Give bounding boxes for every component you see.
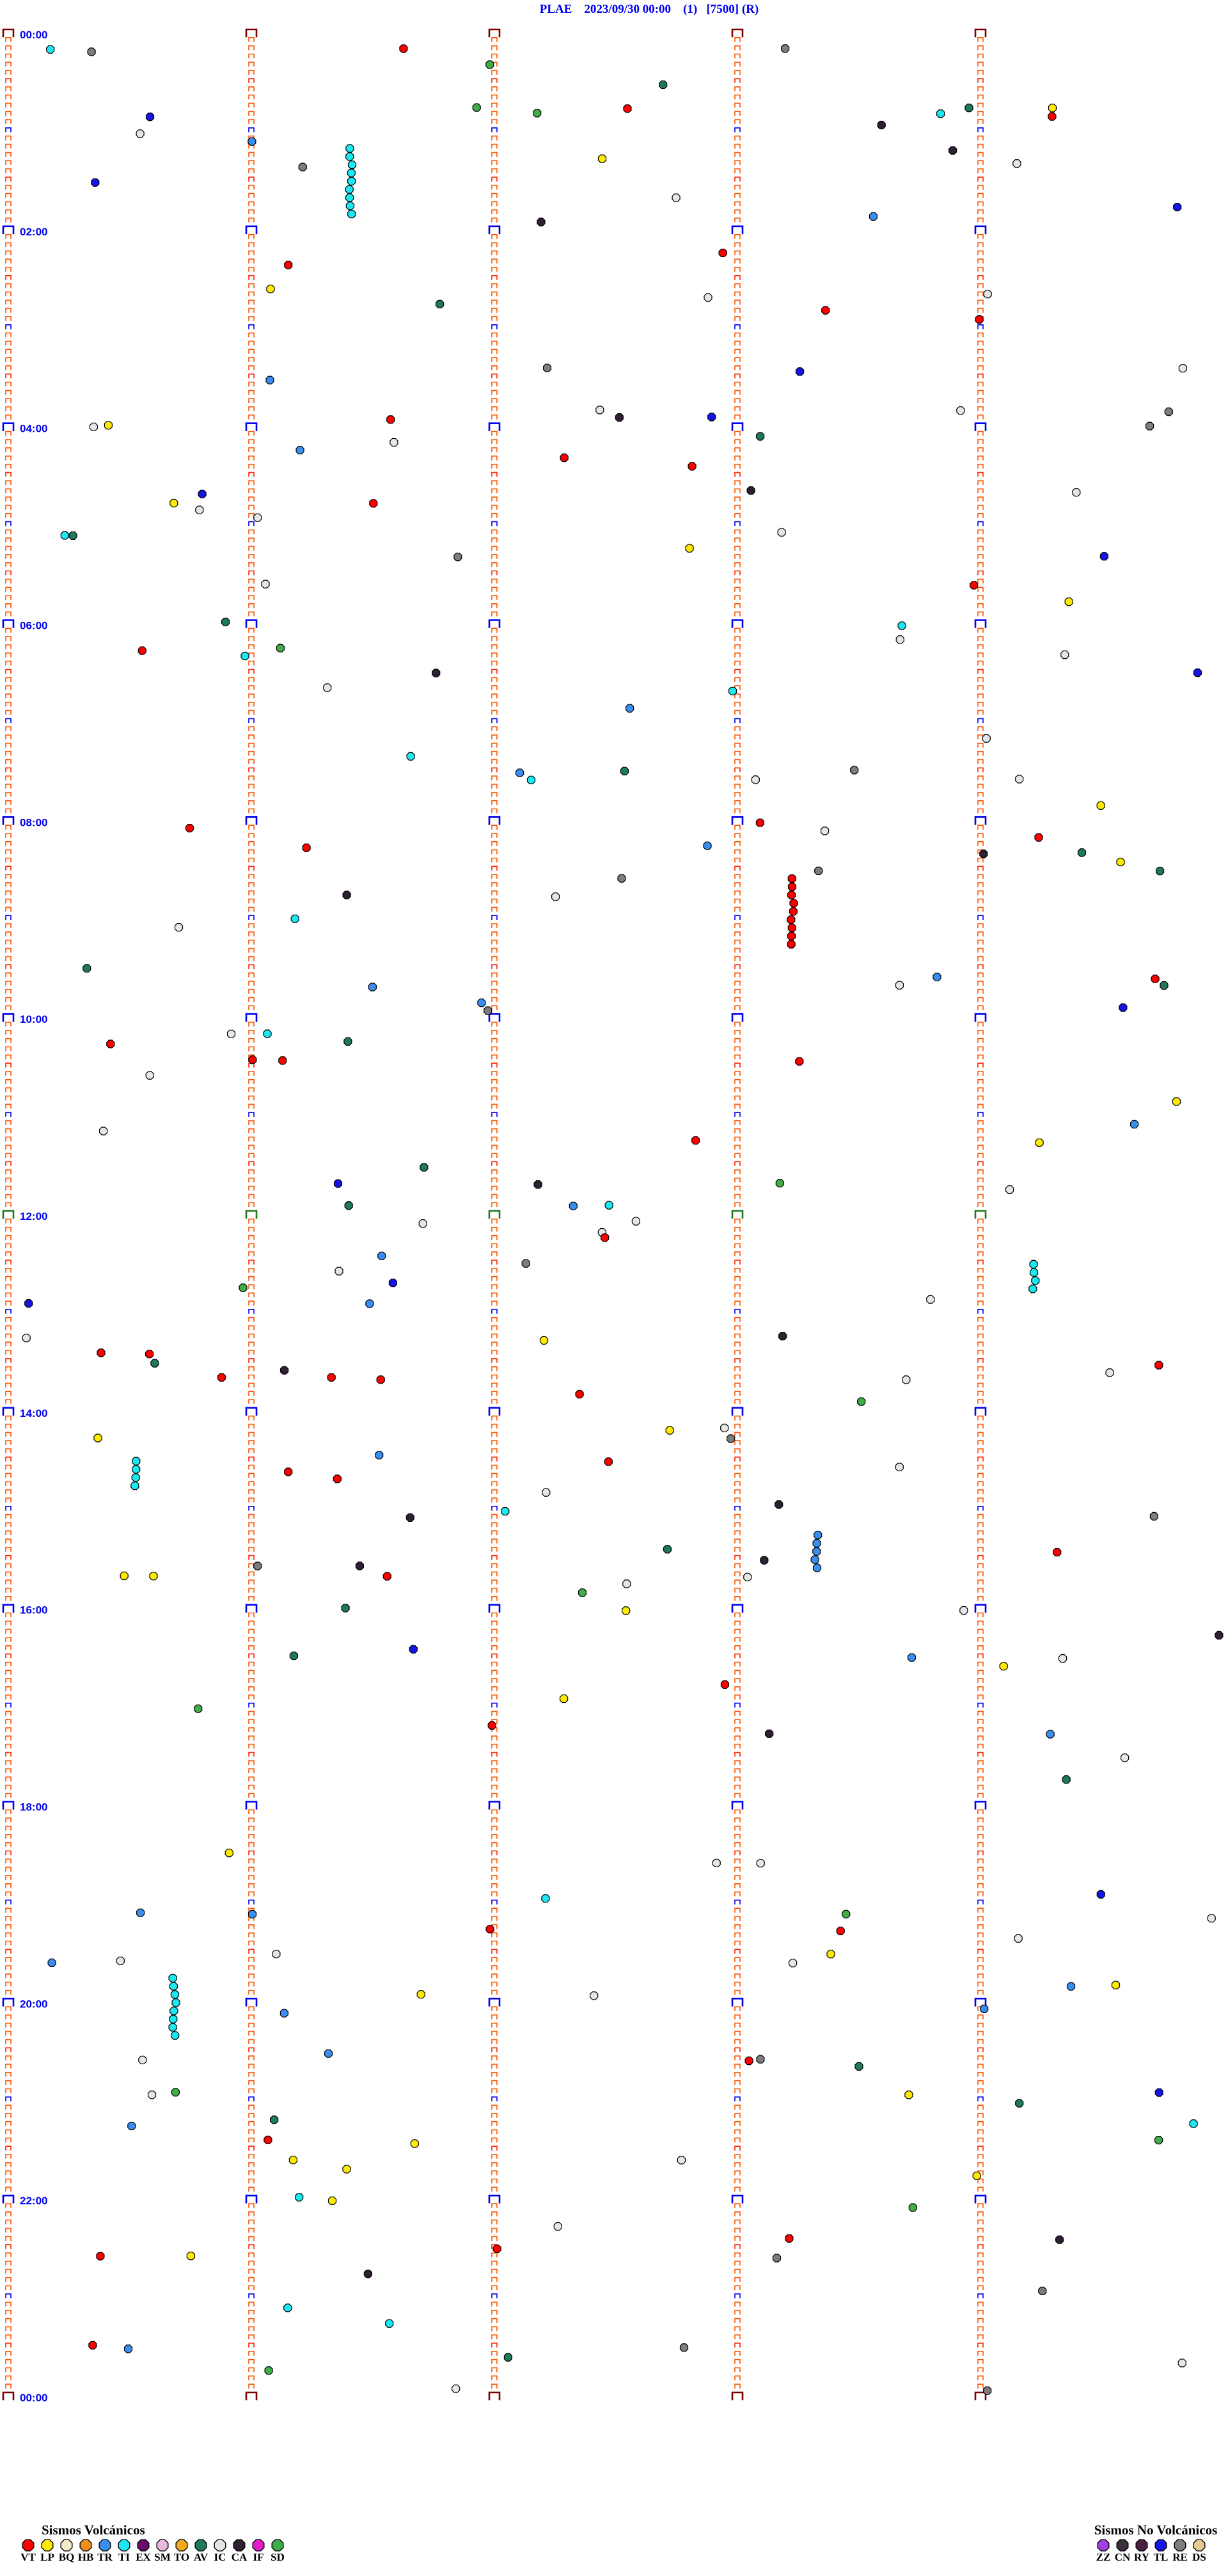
svg-text:Sismos No Volcánicos: Sismos No Volcánicos xyxy=(1094,2522,1218,2538)
svg-text:CN: CN xyxy=(1115,2551,1131,2563)
svg-text:IF: IF xyxy=(253,2551,264,2563)
svg-text:08:00: 08:00 xyxy=(20,816,47,828)
svg-text:00:00: 00:00 xyxy=(20,29,47,41)
svg-text:CA: CA xyxy=(232,2551,248,2563)
svg-text:AV: AV xyxy=(194,2551,209,2563)
svg-text:TR: TR xyxy=(97,2551,113,2563)
svg-text:00:00: 00:00 xyxy=(20,2392,47,2404)
svg-text:20:00: 20:00 xyxy=(20,1998,47,2010)
svg-text:SD: SD xyxy=(271,2551,285,2563)
svg-text:RE: RE xyxy=(1172,2551,1188,2563)
svg-text:LP: LP xyxy=(40,2551,54,2563)
svg-text:04:00: 04:00 xyxy=(20,423,47,435)
svg-text:18:00: 18:00 xyxy=(20,1801,47,1813)
svg-text:12:00: 12:00 xyxy=(20,1210,47,1222)
svg-text:16:00: 16:00 xyxy=(20,1604,47,1616)
svg-text:TI: TI xyxy=(118,2551,130,2563)
svg-text:TL: TL xyxy=(1154,2551,1169,2563)
svg-text:TO: TO xyxy=(174,2551,189,2563)
svg-text:EX: EX xyxy=(136,2551,151,2563)
svg-text:SM: SM xyxy=(154,2551,171,2563)
svg-text:BQ: BQ xyxy=(59,2551,75,2563)
svg-text:14:00: 14:00 xyxy=(20,1407,47,1419)
svg-text:DS: DS xyxy=(1192,2551,1206,2563)
svg-text:22:00: 22:00 xyxy=(20,2195,47,2207)
svg-text:VT: VT xyxy=(20,2551,36,2563)
svg-text:ZZ: ZZ xyxy=(1096,2551,1111,2563)
svg-text:HB: HB xyxy=(78,2551,94,2563)
svg-text:10:00: 10:00 xyxy=(20,1013,47,1025)
svg-text:IC: IC xyxy=(214,2551,226,2563)
svg-text:Sismos Volcánicos: Sismos Volcánicos xyxy=(42,2522,145,2538)
svg-text:06:00: 06:00 xyxy=(20,620,47,632)
svg-text:PLAE 2023/09/30 00:00 (1: PLAE 2023/09/30 00:00 (1) [7500] (R) xyxy=(540,3,759,16)
svg-text:02:00: 02:00 xyxy=(20,226,47,238)
svg-text:RY: RY xyxy=(1134,2551,1149,2563)
